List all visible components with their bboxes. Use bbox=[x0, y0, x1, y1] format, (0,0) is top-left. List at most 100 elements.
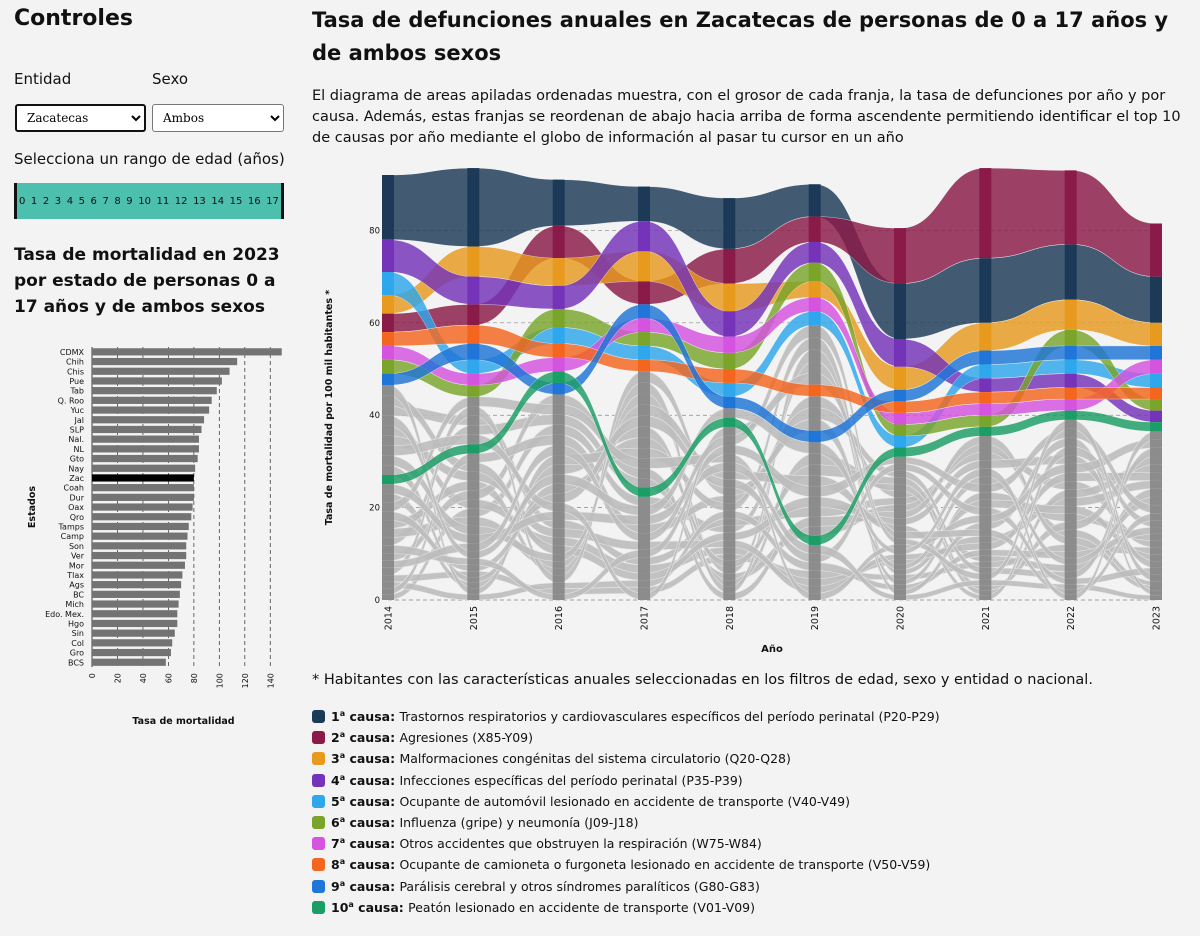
year-other-segment[interactable] bbox=[979, 542, 992, 550]
year-other-segment[interactable] bbox=[638, 533, 650, 542]
bar-bcs[interactable] bbox=[92, 658, 166, 666]
year-cause-segment[interactable] bbox=[1064, 329, 1077, 346]
year-other-segment[interactable] bbox=[382, 493, 394, 503]
year-cause-segment[interactable] bbox=[723, 369, 736, 383]
year-other-segment[interactable] bbox=[1064, 537, 1077, 545]
year-other-segment[interactable] bbox=[638, 524, 650, 534]
year-other-segment[interactable] bbox=[467, 406, 480, 416]
year-other-segment[interactable] bbox=[1150, 472, 1162, 481]
year-cause-segment[interactable] bbox=[979, 415, 992, 427]
year-cause-segment[interactable] bbox=[552, 357, 565, 372]
year-other-segment[interactable] bbox=[894, 569, 906, 575]
bar-gro[interactable] bbox=[92, 648, 171, 657]
year-cause-segment[interactable] bbox=[1150, 410, 1162, 423]
bar-yuc[interactable] bbox=[92, 406, 210, 414]
year-cause-segment[interactable] bbox=[382, 313, 394, 333]
bar-dur[interactable] bbox=[92, 493, 194, 501]
year-other-segment[interactable] bbox=[723, 540, 736, 548]
bar-tab[interactable] bbox=[92, 387, 217, 395]
year-other-segment[interactable] bbox=[552, 582, 565, 589]
year-cause-segment[interactable] bbox=[382, 332, 394, 346]
year-cause-segment[interactable] bbox=[894, 228, 906, 284]
year-other-segment[interactable] bbox=[467, 480, 480, 491]
bar-qroo[interactable] bbox=[92, 396, 212, 404]
year-other-segment[interactable] bbox=[979, 460, 992, 469]
year-other-segment[interactable] bbox=[1064, 428, 1077, 438]
bar-sin[interactable] bbox=[92, 629, 175, 637]
year-cause-segment[interactable] bbox=[808, 241, 821, 263]
year-other-segment[interactable] bbox=[382, 528, 394, 538]
year-other-segment[interactable] bbox=[1064, 437, 1077, 447]
year-cause-segment[interactable] bbox=[894, 436, 906, 448]
year-other-segment[interactable] bbox=[467, 453, 480, 463]
year-other-segment[interactable] bbox=[979, 567, 992, 574]
year-other-segment[interactable] bbox=[382, 520, 394, 529]
year-other-segment[interactable] bbox=[723, 503, 736, 511]
year-cause-segment[interactable] bbox=[1150, 422, 1162, 432]
year-other-segment[interactable] bbox=[382, 545, 394, 554]
year-other-segment[interactable] bbox=[1150, 540, 1162, 548]
year-other-segment[interactable] bbox=[1064, 544, 1077, 552]
year-other-segment[interactable] bbox=[1064, 506, 1077, 514]
year-other-segment[interactable] bbox=[382, 553, 394, 561]
year-other-segment[interactable] bbox=[382, 594, 394, 600]
year-cause-segment[interactable] bbox=[638, 359, 650, 372]
year-other-segment[interactable] bbox=[552, 594, 565, 600]
year-other-segment[interactable] bbox=[467, 490, 480, 500]
year-other-segment[interactable] bbox=[552, 404, 565, 415]
year-other-segment[interactable] bbox=[552, 502, 565, 512]
year-cause-segment[interactable] bbox=[1150, 345, 1162, 360]
year-other-segment[interactable] bbox=[723, 593, 736, 600]
year-other-segment[interactable] bbox=[1064, 558, 1077, 565]
year-other-segment[interactable] bbox=[382, 575, 394, 582]
year-other-segment[interactable] bbox=[979, 492, 992, 500]
year-cause-segment[interactable] bbox=[382, 239, 394, 273]
year-other-segment[interactable] bbox=[1150, 520, 1162, 528]
year-other-segment[interactable] bbox=[1150, 561, 1162, 568]
year-other-segment[interactable] bbox=[723, 510, 736, 519]
bar-nal[interactable] bbox=[92, 435, 199, 443]
year-other-segment[interactable] bbox=[467, 571, 480, 578]
year-other-segment[interactable] bbox=[979, 476, 992, 485]
year-other-segment[interactable] bbox=[1064, 578, 1077, 585]
year-other-segment[interactable] bbox=[638, 505, 650, 516]
year-other-segment[interactable] bbox=[638, 371, 650, 383]
year-cause-segment[interactable] bbox=[382, 272, 394, 296]
year-cause-segment[interactable] bbox=[808, 430, 821, 443]
year-cause-segment[interactable] bbox=[638, 186, 650, 222]
year-other-segment[interactable] bbox=[894, 525, 906, 532]
year-other-segment[interactable] bbox=[638, 587, 650, 594]
year-other-segment[interactable] bbox=[1150, 456, 1162, 465]
year-other-segment[interactable] bbox=[894, 531, 906, 539]
year-other-segment[interactable] bbox=[808, 516, 821, 527]
year-other-segment[interactable] bbox=[979, 522, 992, 530]
bar-pue[interactable] bbox=[92, 377, 222, 385]
year-other-segment[interactable] bbox=[808, 407, 821, 420]
bar-mich[interactable] bbox=[92, 600, 179, 608]
year-other-segment[interactable] bbox=[638, 382, 650, 394]
year-other-segment[interactable] bbox=[808, 453, 821, 465]
year-other-segment[interactable] bbox=[552, 575, 565, 583]
year-other-segment[interactable] bbox=[552, 424, 565, 435]
bar-edomex[interactable] bbox=[92, 610, 178, 618]
year-other-segment[interactable] bbox=[979, 436, 992, 445]
year-other-segment[interactable] bbox=[979, 595, 992, 600]
year-other-segment[interactable] bbox=[894, 511, 906, 519]
year-cause-segment[interactable] bbox=[979, 350, 992, 365]
bar-nay[interactable] bbox=[92, 464, 196, 472]
year-other-segment[interactable] bbox=[382, 455, 394, 466]
year-cause-segment[interactable] bbox=[808, 281, 821, 298]
year-other-segment[interactable] bbox=[894, 595, 906, 600]
year-cause-segment[interactable] bbox=[979, 168, 992, 259]
year-cause-segment[interactable] bbox=[808, 184, 821, 217]
year-cause-segment[interactable] bbox=[1150, 399, 1162, 411]
year-other-segment[interactable] bbox=[638, 515, 650, 525]
year-other-segment[interactable] bbox=[467, 434, 480, 445]
year-other-segment[interactable] bbox=[382, 588, 394, 595]
year-other-segment[interactable] bbox=[979, 579, 992, 586]
year-other-segment[interactable] bbox=[894, 470, 906, 478]
year-other-segment[interactable] bbox=[1150, 586, 1162, 591]
year-other-segment[interactable] bbox=[638, 564, 650, 574]
year-cause-segment[interactable] bbox=[638, 251, 650, 282]
year-other-segment[interactable] bbox=[382, 567, 394, 576]
